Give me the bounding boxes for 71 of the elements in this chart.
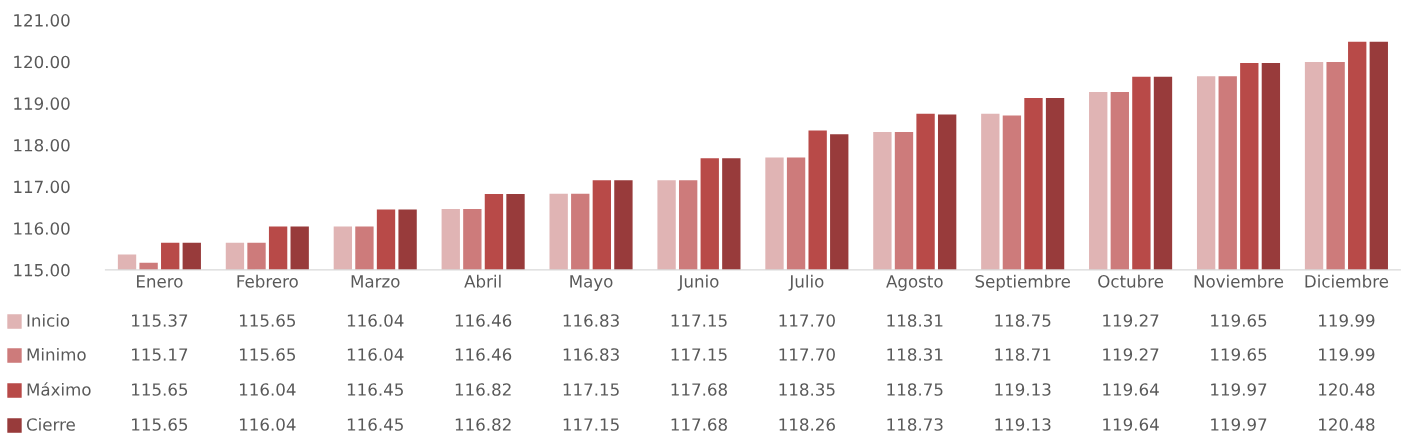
data-label: 118.31: [887, 314, 943, 327]
y-tick-label: 121.00: [14, 14, 70, 27]
data-label: 117.70: [779, 314, 835, 327]
data-label: 119.64: [1103, 418, 1159, 431]
data-label: 116.45: [347, 418, 403, 431]
data-label: 119.99: [1319, 314, 1375, 327]
y-tick-label: 118.00: [14, 138, 70, 152]
data-label: 115.17: [132, 348, 188, 361]
data-label: 118.71: [995, 348, 1051, 361]
data-label: 115.65: [239, 348, 296, 361]
y-tick-label: 119.00: [14, 97, 70, 110]
x-tick-label: Agosto: [886, 275, 943, 291]
x-tick-label: Febrero: [237, 274, 298, 288]
data-label: 119.97: [1211, 418, 1267, 431]
data-label: 119.64: [1103, 383, 1159, 396]
data-label: 115.65: [132, 418, 188, 431]
data-label: 116.04: [239, 418, 296, 431]
y-tick-label: 120.00: [14, 55, 70, 69]
legend-label: Minimo: [27, 347, 86, 361]
data-label: 115.37: [132, 314, 188, 327]
data-label: 115.65: [239, 314, 296, 327]
x-tick-label: Enero: [137, 275, 183, 288]
data-label: 118.31: [887, 348, 943, 361]
data-label: 117.15: [563, 383, 619, 396]
data-label: 120.48: [1319, 418, 1375, 431]
data-label: 117.15: [563, 418, 619, 431]
data-label: 117.15: [671, 348, 727, 361]
data-label: 116.46: [455, 348, 512, 361]
data-label: 116.46: [455, 314, 512, 327]
data-label: 116.45: [347, 383, 403, 396]
data-label: 119.27: [1103, 348, 1159, 361]
data-label: 115.65: [132, 383, 188, 396]
legend-label: Inicio: [27, 313, 70, 327]
data-label: 119.13: [995, 418, 1051, 431]
y-tick-label: 115.00: [14, 263, 70, 277]
data-label: 117.68: [671, 383, 727, 396]
data-label: 116.04: [239, 383, 296, 396]
x-tick-label: Julio: [788, 274, 824, 291]
data-label: 116.83: [563, 314, 619, 327]
data-label: 119.27: [1103, 314, 1159, 327]
data-label: 119.65: [1211, 314, 1267, 327]
x-tick-label: Diciembre: [1305, 274, 1389, 288]
data-label: 117.70: [779, 348, 835, 361]
x-tick-label: Abril: [464, 274, 501, 288]
data-label: 116.04: [347, 348, 404, 361]
x-tick-label: Noviembre: [1194, 274, 1284, 288]
data-label: 118.26: [779, 418, 835, 431]
data-label: 120.48: [1319, 383, 1375, 396]
data-label: 118.75: [995, 314, 1051, 327]
data-label: 116.04: [347, 314, 404, 327]
x-tick-label: Septiembre: [975, 274, 1070, 291]
data-label: 119.99: [1319, 348, 1375, 361]
data-label: 117.68: [671, 418, 727, 431]
data-label: 116.83: [563, 348, 619, 361]
data-label: 119.97: [1211, 383, 1267, 396]
data-label: 118.73: [887, 418, 943, 431]
data-label: 117.15: [671, 314, 727, 327]
data-label: 119.13: [995, 383, 1051, 396]
x-tick-label: Octubre: [1098, 274, 1164, 288]
data-label: 118.35: [779, 383, 835, 396]
data-label: 116.82: [455, 418, 511, 431]
data-label: 116.82: [455, 383, 511, 396]
legend-label: Cierre: [26, 417, 75, 431]
x-tick-label: Mayo: [570, 275, 613, 291]
y-tick-label: 117.00: [14, 180, 70, 194]
y-tick-label: 116.00: [14, 222, 70, 235]
x-tick-label: Marzo: [351, 275, 400, 288]
legend-label: Máximo: [27, 382, 91, 396]
data-label: 118.75: [887, 383, 943, 396]
x-tick-label: Junio: [677, 274, 719, 291]
data-label: 119.65: [1211, 348, 1267, 361]
